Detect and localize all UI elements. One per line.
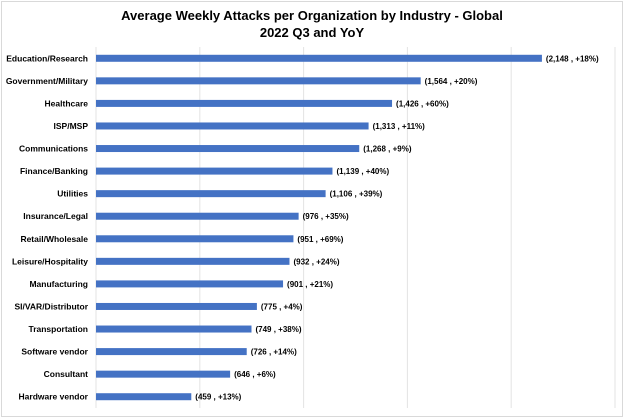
data-label: (1,313 , +11%) <box>373 122 426 131</box>
data-label: (749 , +38%) <box>255 325 301 334</box>
category-label: Software vendor <box>21 347 88 357</box>
chart-subtitle: 2022 Q3 and YoY <box>259 25 365 40</box>
bar <box>96 280 284 288</box>
bar <box>96 190 326 198</box>
data-label: (901 , +21%) <box>287 280 333 289</box>
data-label: (951 , +69%) <box>297 235 343 244</box>
data-label: (2,148 , +18%) <box>546 54 599 63</box>
category-label: Transportation <box>28 324 88 334</box>
data-label: (1,139 , +40%) <box>336 167 389 176</box>
bar <box>96 77 421 85</box>
bar <box>96 99 393 107</box>
data-label: (1,268 , +9%) <box>363 145 412 154</box>
bar <box>96 212 299 220</box>
category-label: Leisure/Hospitality <box>12 256 88 266</box>
bar <box>96 370 231 378</box>
category-label: Retail/Wholesale <box>20 234 88 244</box>
category-label: Hardware vendor <box>19 392 89 402</box>
data-label: (1,426 , +60%) <box>396 99 449 108</box>
data-label: (1,106 , +39%) <box>330 190 383 199</box>
data-label: (459 , +13%) <box>195 393 241 402</box>
bar <box>96 257 290 265</box>
data-label: (932 , +24%) <box>293 257 339 266</box>
data-label: (726 , +14%) <box>251 348 297 357</box>
category-label: Consultant <box>44 369 89 379</box>
category-label: Manufacturing <box>29 279 88 289</box>
category-label: ISP/MSP <box>54 121 89 131</box>
data-label: (775 , +4%) <box>261 302 303 311</box>
category-label: Education/Research <box>6 53 88 63</box>
data-label: (1,564 , +20%) <box>425 77 478 86</box>
bar <box>96 122 369 130</box>
bar <box>96 325 252 333</box>
category-label: Healthcare <box>45 98 89 108</box>
category-label: Government/Military <box>6 76 88 86</box>
bar <box>96 393 192 401</box>
category-label: Communications <box>19 144 88 154</box>
bar <box>96 302 257 310</box>
category-label: Finance/Banking <box>20 166 88 176</box>
bar <box>96 145 360 153</box>
data-label: (646 , +6%) <box>234 370 276 379</box>
category-label: SI/VAR/Distributor <box>14 301 88 311</box>
data-label: (976 , +35%) <box>303 212 349 221</box>
bar <box>96 348 247 356</box>
category-label: Utilities <box>57 189 88 199</box>
chart-title: Average Weekly Attacks per Organization … <box>121 8 503 23</box>
bar <box>96 235 294 243</box>
category-label: Insurance/Legal <box>23 211 88 221</box>
bar <box>96 167 333 175</box>
bar <box>96 54 542 62</box>
